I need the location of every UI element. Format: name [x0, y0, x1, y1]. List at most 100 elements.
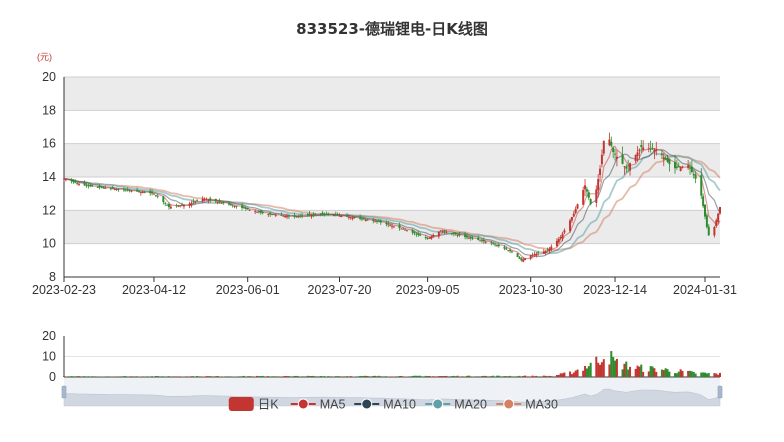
- candlestick: [308, 211, 311, 217]
- volume-bar: [458, 376, 461, 377]
- candlestick: [445, 230, 448, 234]
- data-zoom-slider[interactable]: [61, 378, 723, 407]
- volume-bar: [400, 375, 403, 377]
- volume-bar: [555, 375, 558, 377]
- candlestick: [402, 227, 405, 230]
- volume-bar: [83, 376, 86, 377]
- volume-bar: [181, 376, 184, 377]
- candlestick: [321, 210, 324, 216]
- candlestick: [389, 223, 392, 227]
- candlestick: [704, 204, 707, 220]
- legend-item[interactable]: MA20: [425, 398, 487, 412]
- candlestick: [443, 229, 446, 235]
- candlestick: [259, 209, 262, 215]
- legend-item[interactable]: MA5: [290, 398, 346, 412]
- volume-bar: [636, 365, 639, 377]
- volume-bar: [614, 360, 617, 377]
- volume-bar: [516, 376, 519, 377]
- candlestick: [196, 199, 199, 202]
- volume-bar: [441, 376, 444, 377]
- candlestick: [271, 213, 274, 216]
- volume-bar: [443, 375, 446, 377]
- legend-item[interactable]: MA30: [496, 398, 558, 412]
- volume-bar: [494, 376, 497, 377]
- volume-bar: [379, 376, 382, 377]
- candlestick: [537, 250, 540, 256]
- candlestick: [610, 136, 613, 148]
- legend-item[interactable]: MA10: [354, 398, 416, 412]
- candlestick: [634, 154, 637, 164]
- candlestick: [707, 224, 710, 236]
- price-tick-label: 10: [42, 237, 56, 251]
- candlestick: [559, 235, 562, 241]
- candlestick: [437, 231, 440, 239]
- candlestick: [76, 181, 79, 186]
- volume-bar: [529, 376, 532, 377]
- candlestick: [310, 213, 313, 219]
- candlestick: [638, 148, 641, 159]
- candlestick: [503, 245, 506, 251]
- candlestick: [115, 188, 118, 191]
- volume-bar: [615, 358, 618, 377]
- candlestick: [432, 233, 435, 238]
- candlestick: [694, 171, 697, 184]
- volume-bar: [424, 375, 427, 377]
- candlestick: [349, 216, 352, 220]
- volume-bar: [72, 376, 75, 377]
- candlestick: [372, 217, 375, 224]
- candlestick: [338, 213, 341, 217]
- candlestick: [400, 228, 403, 230]
- volume-bar: [677, 371, 680, 377]
- volume-bar: [389, 376, 392, 377]
- volume-bar: [128, 376, 131, 377]
- volume-bar: [559, 373, 562, 377]
- candlestick: [452, 231, 455, 237]
- candlestick: [668, 158, 671, 172]
- candlestick: [89, 183, 92, 188]
- candlestick: [705, 213, 708, 229]
- candlestick: [480, 238, 483, 243]
- price-tick-label: 8: [49, 270, 56, 284]
- volume-bar: [359, 375, 362, 377]
- chart-legend: 日K MA5 MA10 MA20 MA30: [228, 397, 558, 412]
- candlestick: [465, 233, 468, 240]
- candlestick: [569, 218, 572, 233]
- volume-bar: [439, 376, 442, 377]
- volume-bar: [465, 375, 468, 377]
- candlestick: [507, 250, 510, 252]
- volume-bar: [220, 376, 223, 377]
- slider-handle-right[interactable]: [717, 385, 723, 399]
- volume-bar: [681, 370, 684, 377]
- volume-bar: [347, 376, 350, 377]
- candlestick: [327, 212, 330, 216]
- legend-item[interactable]: 日K: [228, 397, 280, 412]
- candlestick: [336, 212, 339, 216]
- candlestick: [364, 218, 367, 222]
- candlestick: [584, 178, 587, 197]
- volume-bar: [647, 371, 650, 377]
- volume-bar: [690, 371, 693, 377]
- volume-bar: [437, 376, 440, 377]
- volume-bar: [256, 375, 259, 377]
- volume-bar: [584, 365, 587, 377]
- volume-bar: [480, 376, 483, 377]
- slider-preview: [63, 388, 721, 407]
- candlestick: [441, 229, 444, 234]
- candlestick: [70, 178, 73, 184]
- legend-label: MA30: [525, 398, 558, 412]
- candlestick: [719, 206, 721, 216]
- candlestick: [152, 193, 155, 195]
- candlestick: [293, 212, 296, 219]
- candlestick: [169, 204, 172, 210]
- volume-bar: [705, 373, 708, 377]
- candlestick: [662, 152, 665, 167]
- volume-bar: [587, 366, 590, 377]
- volume-bar: [415, 375, 418, 377]
- candlestick: [471, 235, 474, 241]
- candlestick: [690, 159, 693, 174]
- volume-bar: [509, 375, 512, 377]
- volume-bar: [640, 364, 643, 377]
- candlestick: [332, 213, 335, 217]
- candlestick: [72, 178, 75, 184]
- slider-handle-left[interactable]: [61, 385, 67, 399]
